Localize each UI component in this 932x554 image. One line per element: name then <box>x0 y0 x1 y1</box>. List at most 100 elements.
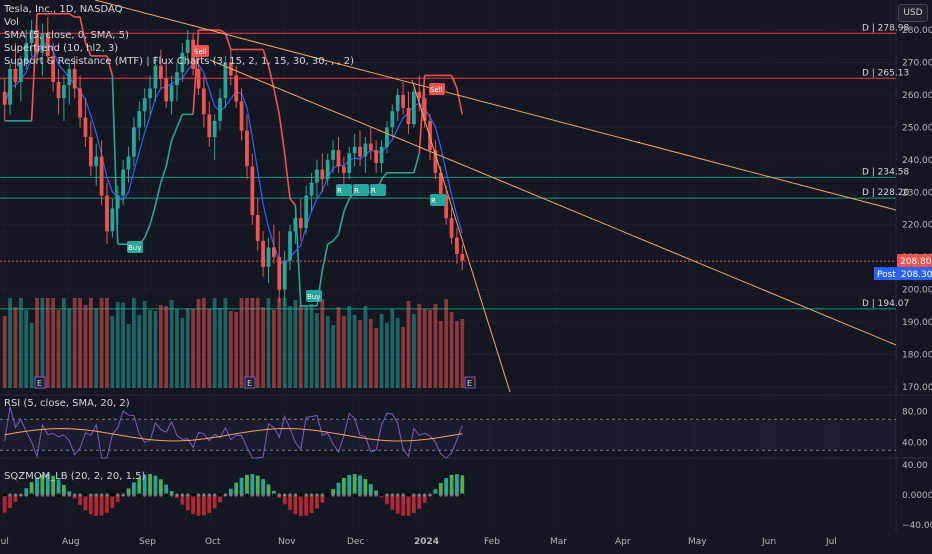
volume-bar <box>45 298 50 388</box>
volume-bar <box>374 328 379 388</box>
sqzmom-bar <box>24 488 29 495</box>
sqzmom-bar <box>180 495 185 505</box>
supertrend-line <box>337 211 345 235</box>
sqzmom-bar <box>352 474 357 495</box>
candle-body <box>2 91 7 105</box>
supertrend-line <box>154 182 162 206</box>
candle-body <box>18 62 23 82</box>
sqzmom-bar <box>282 495 287 505</box>
x-tick-label: Sep <box>139 537 156 547</box>
sqzmom-bar <box>88 495 93 515</box>
volume-bar <box>110 316 115 388</box>
candle-body <box>158 65 163 79</box>
sqzmom-dot <box>363 493 368 497</box>
volume-bar <box>94 308 99 388</box>
candle-body <box>250 166 255 215</box>
sqzmom-dot <box>315 493 319 497</box>
candle-body <box>45 33 50 56</box>
volume-bar <box>271 310 276 388</box>
sqzmom-bar <box>449 474 454 495</box>
sqzmom-dot <box>331 493 335 497</box>
sqzmom-dot <box>105 493 109 497</box>
volume-bar <box>72 298 77 388</box>
sqzmom-dot <box>455 493 459 497</box>
sqzmom-bar <box>148 474 152 495</box>
candle-body <box>202 88 206 115</box>
candle-body <box>137 111 142 128</box>
y-tick-label: 270.00 <box>902 58 932 68</box>
sqzmom-bar <box>239 477 244 495</box>
supertrend-line <box>170 127 178 141</box>
rsi-ma-line <box>4 428 463 442</box>
supertrend-line <box>283 153 291 199</box>
volume-bar <box>13 307 18 388</box>
sqzmom-bar <box>115 495 120 503</box>
trendline <box>411 79 511 393</box>
sqzmom-dot <box>202 493 206 497</box>
sr-level-label: D | 265.13 <box>862 68 909 78</box>
volume-bar <box>234 312 239 388</box>
sqzmom-dot <box>299 493 303 497</box>
volume-bar <box>304 306 309 388</box>
sqzmom-bar <box>62 484 66 495</box>
supertrend-line <box>273 88 281 115</box>
candle-body <box>13 68 18 82</box>
sqzmom-dot <box>385 493 389 497</box>
volume-bar <box>2 316 7 388</box>
x-tick-label: Mar <box>550 537 567 547</box>
candle-body <box>110 208 115 232</box>
candle-body <box>336 150 341 167</box>
x-tick-label: Feb <box>484 537 500 547</box>
volume-bar <box>293 300 298 388</box>
candle-body <box>180 52 185 73</box>
candle-body <box>51 55 56 82</box>
sqzmom-dot <box>283 493 287 497</box>
supertrend-line <box>267 65 275 89</box>
volume-bar <box>175 309 179 388</box>
sqzmom-bar <box>411 495 416 514</box>
sqzmom-dot <box>369 493 373 497</box>
candle-body <box>67 68 72 86</box>
sqzmom-dot <box>180 493 184 497</box>
sqzmom-dot <box>191 493 195 497</box>
earnings-marker-bg <box>34 376 46 389</box>
sqzmom-dot <box>320 493 324 497</box>
volume-bar <box>315 313 319 388</box>
supertrend-line <box>192 29 200 115</box>
currency-button[interactable]: USD <box>898 4 928 22</box>
sqzmom-bar <box>83 495 88 511</box>
volume-bar <box>223 298 228 388</box>
candle-body <box>148 88 152 99</box>
sqzmom-dot <box>336 493 341 497</box>
candle-body <box>266 247 271 267</box>
supertrend-legend: Supertrend (10, hl2, 3) <box>4 43 119 54</box>
sqzmom-dot <box>8 493 12 497</box>
sqzmom-dot <box>309 493 314 497</box>
candle-body <box>218 98 222 121</box>
sqzmom-dot <box>3 493 7 497</box>
buy-signal: Buy <box>307 293 320 301</box>
sqzmom-dot <box>223 493 228 497</box>
sqzmom-bar <box>444 478 449 495</box>
candle-body <box>72 68 77 89</box>
sqzmom-bar <box>2 495 7 513</box>
volume-bar <box>148 310 152 388</box>
sqzmom-bar <box>401 495 405 516</box>
sqzmom-bar <box>455 474 459 495</box>
candle-body <box>62 85 66 99</box>
sqzmom-dot <box>56 493 61 497</box>
candle-body <box>196 68 201 89</box>
sqzmom-bar <box>288 495 292 510</box>
sqzmom-bar <box>255 475 260 495</box>
last-price-label: 208.80 <box>900 257 932 267</box>
sqzmom-dot <box>347 493 351 497</box>
supertrend-line <box>262 49 270 66</box>
sqzmom-bar <box>422 495 427 503</box>
volume-bar <box>444 299 449 388</box>
sqzmom-dot <box>277 493 281 497</box>
volume-bar <box>358 320 362 388</box>
sqzmom-bar <box>374 490 379 495</box>
sqzmom-bar <box>8 495 12 508</box>
